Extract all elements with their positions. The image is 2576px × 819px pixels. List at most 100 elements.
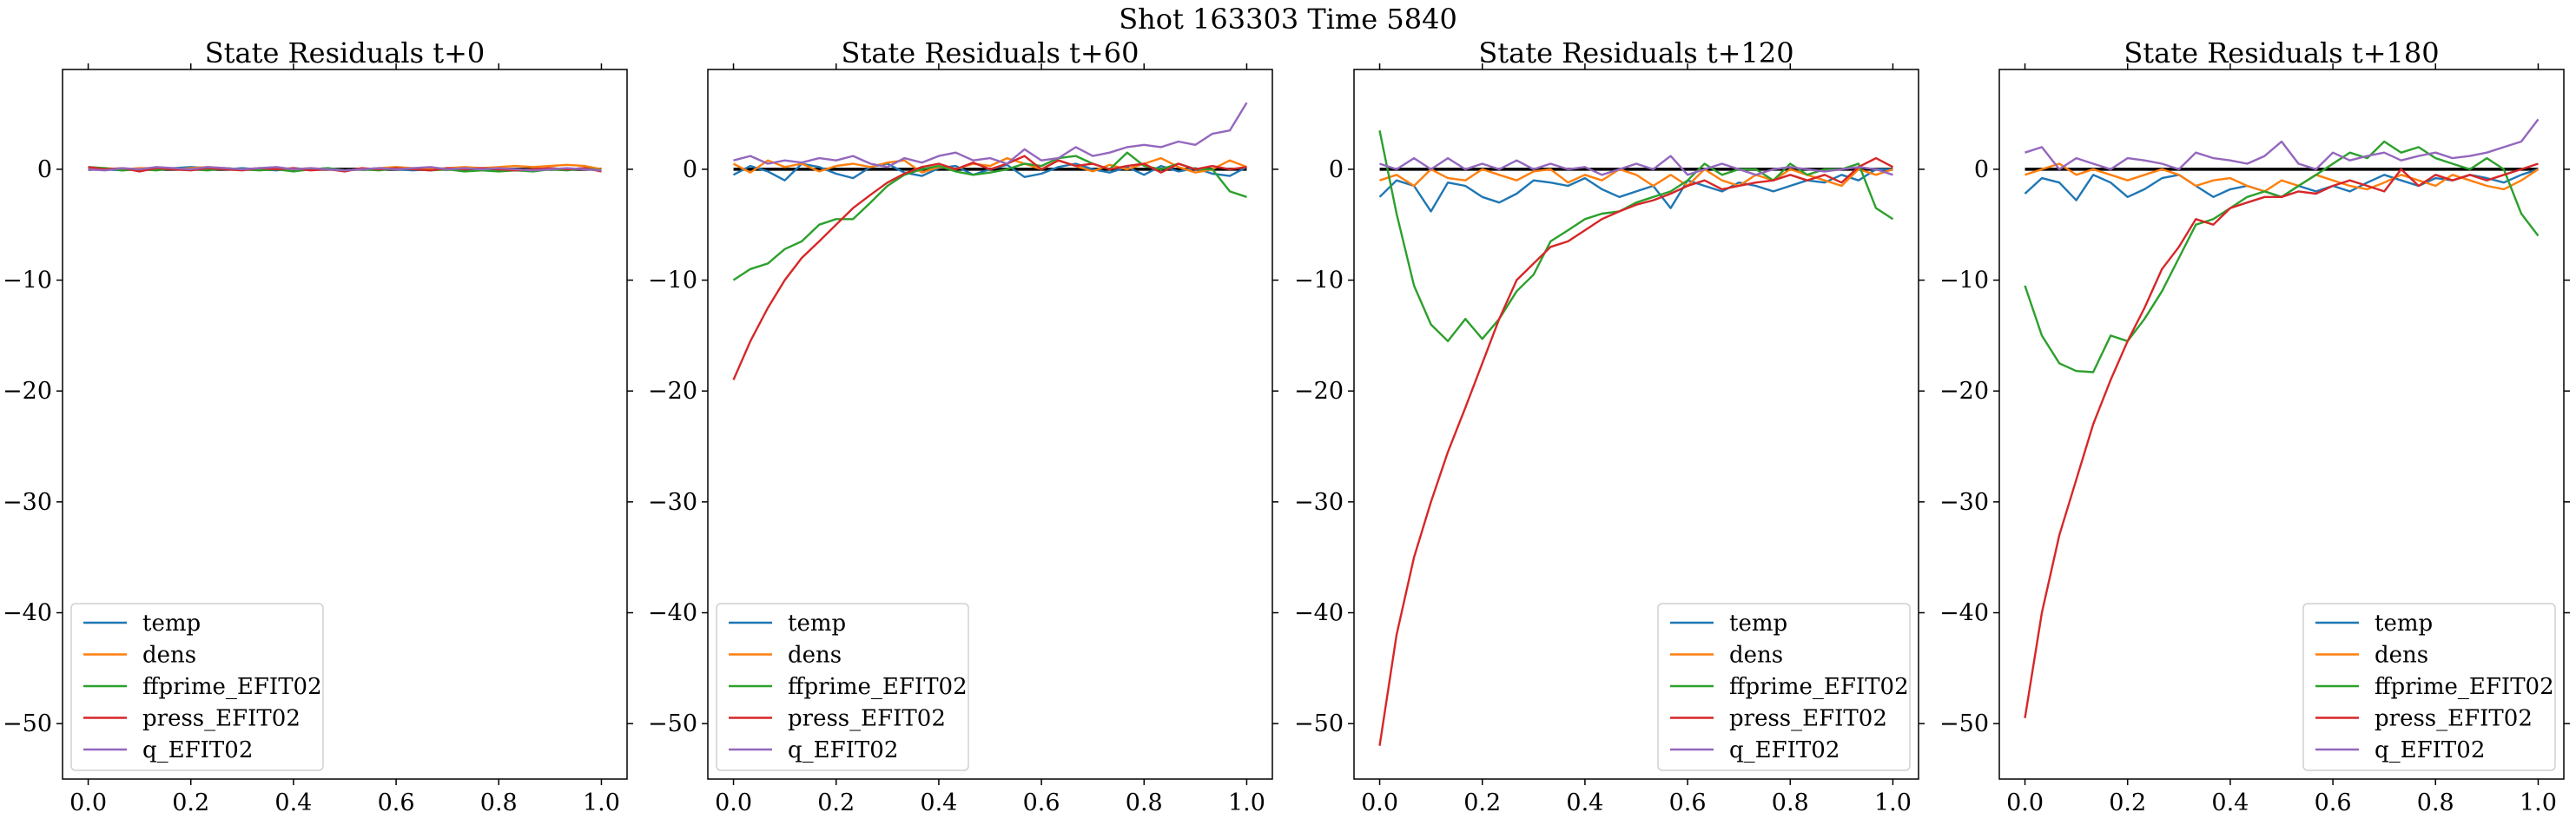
series-line-ffprime-efit02	[732, 151, 1247, 281]
y-tick-label: −50	[648, 710, 697, 737]
subplot-3: State Residuals t+120 0.0 0.2 0.4 0.6 0.8 1.0 0…	[1294, 36, 1925, 816]
y-tick-label: −30	[648, 489, 697, 516]
x-tick-label: 1.0	[583, 789, 620, 816]
y-tick-label: 0	[1974, 156, 1989, 183]
legend-box	[70, 603, 324, 771]
series-line-q-efit02	[1379, 155, 1893, 176]
x-tick-label: 0.4	[1566, 789, 1603, 816]
legend: temp dens ffprime_EFIT02 press_EFIT02 q_EFIT…	[716, 603, 969, 771]
legend-box	[2302, 603, 2556, 771]
subplot-title: State Residuals t+180	[2124, 36, 2439, 69]
legend-label: ffprime_EFIT02	[142, 674, 322, 700]
x-tick-label: 0.4	[920, 789, 957, 816]
legend-label: temp	[142, 611, 201, 637]
plot-area	[1378, 129, 1894, 746]
x-tick-label: 0.8	[1772, 789, 1809, 816]
y-tick-label: −50	[1939, 710, 1989, 737]
subplot-2: State Residuals t+60 0.0 0.2 0.4 0.6 0.8 1.0 0 −…	[648, 36, 1278, 816]
y-tick-label: −40	[1294, 600, 1344, 627]
legend: temp dens ffprime_EFIT02 press_EFIT02 q_EFIT…	[70, 603, 324, 771]
y-tick-label: −10	[3, 267, 52, 294]
subplot-1: State Residuals t+0 0.0 0.2 0.4 0.6 0.8 1.0 0 −1…	[3, 36, 633, 816]
legend: temp dens ffprime_EFIT02 press_EFIT02 q_EFIT…	[1657, 603, 1911, 771]
subplot-title: State Residuals t+60	[842, 36, 1139, 69]
y-tick-label: −20	[1939, 378, 1989, 405]
y-tick-label: −20	[1294, 378, 1344, 405]
y-tick-label: −20	[3, 378, 52, 405]
x-tick-label: 1.0	[1874, 789, 1912, 816]
x-tick-label: 0.6	[378, 789, 415, 816]
legend-label: temp	[1729, 611, 1787, 637]
x-tick-label: 0.2	[2109, 789, 2146, 816]
series-line-press-efit02	[2024, 162, 2539, 718]
axes-frame	[1998, 69, 2565, 780]
y-tick-label: −20	[648, 378, 697, 405]
y-tick-label: −10	[1294, 267, 1344, 294]
series-line-dens	[732, 156, 1247, 174]
axes-frame	[1353, 69, 1919, 780]
y-tick-label: −30	[1294, 489, 1344, 516]
legend-label: q_EFIT02	[142, 737, 253, 763]
x-tick-label: 0.6	[1669, 789, 1707, 816]
plot-area	[88, 163, 602, 173]
series-line-press-efit02	[732, 155, 1247, 380]
legend-box	[1657, 603, 1911, 771]
legend-label: dens	[1729, 643, 1783, 669]
axes-frame	[62, 69, 628, 780]
legend-label: ffprime_EFIT02	[2375, 674, 2554, 700]
x-tick-label: 0.4	[274, 789, 312, 816]
x-tick-label: 0.8	[480, 789, 518, 816]
x-tick-label: 0.0	[715, 789, 752, 816]
x-tick-label: 0.2	[817, 789, 855, 816]
legend-label: temp	[788, 611, 846, 637]
series-line-q-efit02	[2024, 118, 2540, 171]
legend-box	[716, 603, 969, 771]
plot-area	[732, 102, 1248, 380]
legend-label: dens	[2375, 643, 2428, 669]
figure-title: Shot 163303 Time 5840	[1119, 3, 1457, 36]
y-tick-label: −50	[3, 710, 52, 737]
subplot-title: State Residuals t+120	[1478, 36, 1793, 69]
legend-label: ffprime_EFIT02	[788, 674, 968, 700]
y-tick-label: −50	[1294, 710, 1344, 737]
x-tick-label: 0.8	[1126, 789, 1163, 816]
series-line-q-efit02	[88, 166, 602, 172]
y-tick-label: −10	[1939, 267, 1989, 294]
x-tick-label: 0.2	[1463, 789, 1501, 816]
y-tick-label: −30	[3, 489, 52, 516]
x-tick-label: 0.4	[2211, 789, 2249, 816]
subplot-title: State Residuals t+0	[205, 36, 485, 69]
plot-area	[2024, 118, 2540, 718]
y-tick-label: 0	[37, 156, 52, 183]
y-tick-label: −40	[3, 600, 52, 627]
x-tick-label: 0.0	[2006, 789, 2044, 816]
legend-label: q_EFIT02	[788, 737, 898, 763]
y-tick-label: 0	[683, 156, 697, 183]
x-tick-label: 0.6	[1023, 789, 1060, 816]
legend-label: press_EFIT02	[142, 706, 301, 732]
y-tick-label: 0	[1329, 156, 1344, 183]
subplot-grid: State Residuals t+0 0.0 0.2 0.4 0.6 0.8 1.0 0 −1…	[3, 36, 2570, 816]
x-tick-label: 0.8	[2417, 789, 2454, 816]
legend-label: dens	[142, 643, 196, 669]
y-tick-label: −40	[1939, 600, 1989, 627]
legend-label: temp	[2375, 611, 2433, 637]
series-line-press-efit02	[1378, 156, 1894, 746]
axes-frame	[707, 69, 1273, 780]
y-tick-label: −10	[648, 267, 697, 294]
legend: temp dens ffprime_EFIT02 press_EFIT02 q_EFIT…	[2302, 603, 2556, 771]
legend-label: press_EFIT02	[788, 706, 946, 732]
legend-label: press_EFIT02	[1729, 706, 1887, 732]
legend-label: dens	[788, 643, 842, 669]
subplot-4: State Residuals t+180 0.0 0.2 0.4 0.6 0.8 1.0 0…	[1939, 36, 2570, 816]
x-tick-label: 0.0	[1361, 789, 1398, 816]
x-tick-label: 1.0	[2520, 789, 2557, 816]
x-tick-label: 0.2	[172, 789, 209, 816]
series-line-q-efit02	[733, 102, 1248, 168]
x-tick-label: 0.0	[69, 789, 107, 816]
series-line-ffprime-efit02	[1378, 129, 1894, 342]
x-tick-label: 1.0	[1228, 789, 1265, 816]
x-tick-label: 0.6	[2315, 789, 2352, 816]
